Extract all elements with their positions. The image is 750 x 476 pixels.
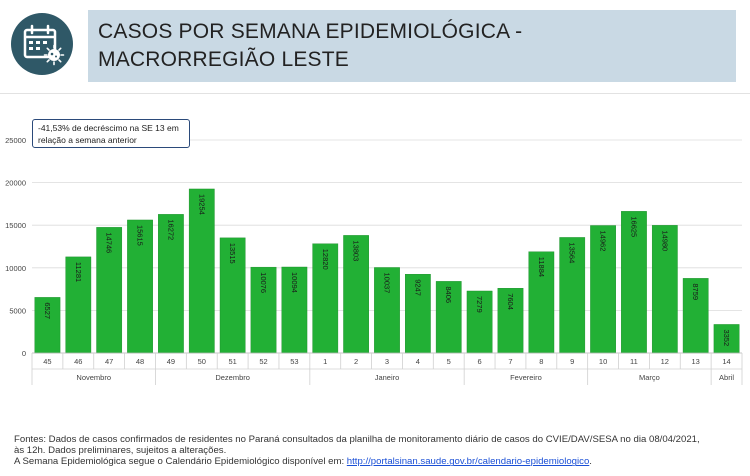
bar-value-label: 13803 — [352, 240, 361, 261]
bar-value-label: 7604 — [506, 293, 515, 310]
bar-value-label: 8759 — [691, 283, 700, 300]
footer-line-1: Fontes: Dados de casos confirmados de re… — [14, 434, 700, 445]
x-tick-label: 47 — [105, 357, 113, 366]
x-tick-label: 10 — [599, 357, 607, 366]
bar — [343, 235, 369, 354]
bar — [559, 237, 586, 354]
x-tick-label: 6 — [478, 357, 482, 366]
bar — [466, 290, 493, 354]
bar-value-label: 6527 — [43, 302, 52, 319]
page-title-line-1: CASOS POR SEMANA EPIDEMIOLÓGICA - — [98, 20, 523, 43]
calendar-link[interactable]: http://portalsinan.saude.gov.br/calendar… — [346, 456, 590, 468]
header-divider — [0, 93, 750, 94]
footer-notes: Fontes: Dados de casos confirmados de re… — [14, 434, 744, 468]
x-tick-label: 14 — [722, 357, 730, 366]
x-tick-label: 49 — [167, 357, 175, 366]
bar — [250, 266, 277, 354]
bar-value-label: 13515 — [228, 243, 237, 264]
bar — [435, 281, 462, 354]
footer-line-3-suffix: . — [589, 456, 592, 468]
bar — [281, 266, 308, 354]
bar — [374, 267, 400, 354]
month-label: Abril — [719, 373, 734, 382]
y-tick-label: 0 — [22, 349, 26, 358]
bar — [96, 227, 123, 354]
footer-line-3: A Semana Epidemiológica segue o Calendár… — [14, 456, 744, 467]
x-tick-label: 51 — [228, 357, 236, 366]
x-tick-label: 13 — [692, 357, 700, 366]
bar-value-label: 15615 — [136, 225, 145, 246]
month-label: Janeiro — [375, 373, 400, 382]
x-tick-label: 7 — [508, 357, 512, 366]
month-label: Março — [639, 373, 660, 382]
decrease-annotation: -41,53% de decréscimo na SE 13 em relaçã… — [32, 119, 190, 148]
x-tick-label: 11 — [630, 357, 638, 366]
bar — [590, 225, 616, 354]
y-tick-label: 25000 — [5, 136, 26, 145]
bar — [497, 288, 524, 354]
calendar-virus-icon — [11, 13, 73, 75]
page-title-line-2: MACRORREGIÃO LESTE — [98, 48, 349, 71]
bar — [528, 251, 555, 354]
bar-value-label: 16272 — [166, 219, 175, 240]
x-tick-label: 8 — [539, 357, 543, 366]
bar-value-label: 11884 — [537, 257, 546, 277]
y-tick-label: 5000 — [9, 306, 26, 315]
footer-line-2: às 12h. Dados preliminares, sujeitos a a… — [14, 445, 227, 457]
bar-value-label: 10094 — [290, 272, 299, 293]
bar-value-label: 10037 — [383, 272, 392, 293]
y-tick-label: 20000 — [5, 179, 26, 188]
bar-value-label: 7279 — [475, 296, 484, 313]
bar — [312, 243, 339, 354]
bar-value-label: 11281 — [74, 262, 83, 282]
y-tick-label: 10000 — [5, 264, 26, 273]
bar — [65, 256, 92, 354]
x-tick-label: 48 — [136, 357, 144, 366]
bar — [621, 211, 647, 354]
bar-value-label: 14962 — [599, 231, 608, 252]
bar — [34, 297, 61, 354]
bar-value-label: 14746 — [105, 232, 114, 253]
bar — [682, 278, 709, 354]
bar — [219, 237, 246, 354]
bar — [651, 225, 678, 354]
x-tick-label: 5 — [447, 357, 451, 366]
bar-value-label: 8406 — [444, 286, 453, 303]
x-tick-label: 53 — [290, 357, 298, 366]
x-tick-label: 3 — [385, 357, 389, 366]
x-tick-label: 1 — [323, 357, 327, 366]
x-tick-label: 50 — [198, 357, 206, 366]
x-tick-label: 45 — [43, 357, 51, 366]
x-tick-label: 46 — [74, 357, 82, 366]
x-tick-label: 12 — [661, 357, 669, 366]
title-banner: CASOS POR SEMANA EPIDEMIOLÓGICA - MACROR… — [88, 10, 736, 82]
x-tick-label: 9 — [570, 357, 574, 366]
bar-value-label: 12820 — [321, 249, 330, 270]
annotation-line-2: relação a semana anterior — [38, 135, 137, 145]
month-label: Dezembro — [215, 373, 250, 382]
bar-value-label: 19254 — [197, 194, 206, 215]
month-label: Novembro — [76, 373, 111, 382]
month-label: Fevereiro — [510, 373, 542, 382]
x-tick-label: 2 — [354, 357, 358, 366]
x-tick-label: 4 — [416, 357, 420, 366]
bar-value-label: 13564 — [568, 242, 577, 263]
bar — [127, 219, 153, 354]
bar-value-label: 14980 — [660, 230, 669, 251]
bar — [158, 214, 184, 354]
x-tick-label: 52 — [259, 357, 267, 366]
bar-value-label: 3352 — [722, 329, 731, 346]
annotation-line-1: -41,53% de decréscimo na SE 13 em — [38, 123, 179, 133]
footer-line-3-prefix: A Semana Epidemiológica segue o Calendár… — [14, 456, 347, 468]
bar-value-label: 9247 — [413, 279, 422, 296]
bar — [405, 274, 431, 354]
bar-value-label: 10076 — [259, 272, 268, 293]
bar — [188, 188, 215, 354]
y-tick-label: 15000 — [5, 221, 26, 230]
bar-value-label: 16625 — [629, 216, 638, 237]
